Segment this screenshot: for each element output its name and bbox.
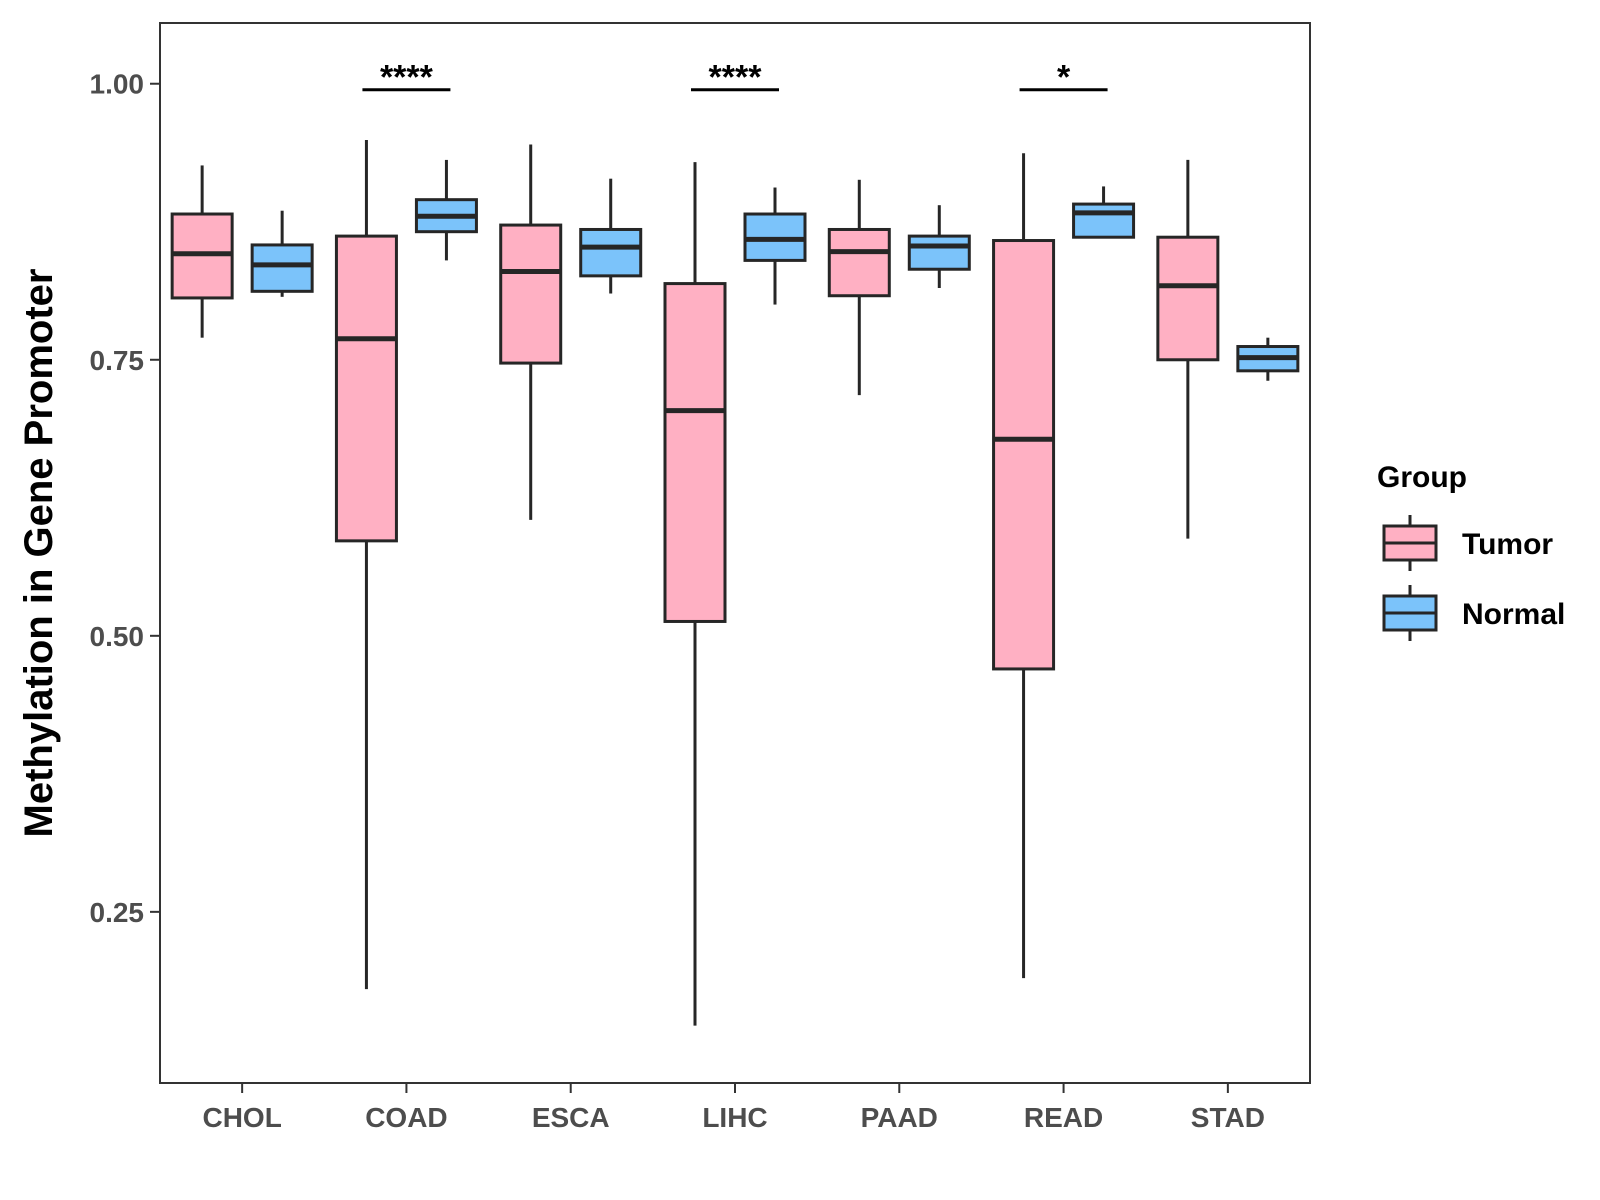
legend-item-tumor: Tumor [1382, 515, 1553, 571]
box-tumor-read [992, 153, 1056, 979]
significance-coad: **** [362, 59, 451, 97]
box-body [1156, 235, 1220, 362]
box-body [907, 234, 971, 271]
legend-item-normal: Normal [1382, 585, 1565, 641]
y-axis-title: Methylation in Gene Promoter [17, 269, 61, 838]
box-tumor-coad [334, 140, 398, 990]
box-normal-coad [414, 159, 478, 261]
box-body [334, 234, 398, 543]
x-tick-label-chol: CHOL [202, 1102, 281, 1133]
box-body [250, 243, 314, 293]
box-normal-stad [1236, 337, 1300, 381]
x-tick-label-lihc: LIHC [702, 1102, 767, 1133]
box-body [499, 223, 563, 365]
y-tick-label: 1.00 [90, 69, 145, 100]
x-tick-label-stad: STAD [1191, 1102, 1265, 1133]
x-tick-label-read: READ [1024, 1102, 1103, 1133]
significance-label: * [1057, 59, 1071, 97]
x-axis: CHOL COAD ESCA LIHC PAAD READ STAD [202, 1083, 1265, 1133]
box-tumor-esca [499, 144, 563, 520]
box-body [992, 239, 1056, 671]
boxes-layer [170, 140, 1300, 1026]
box-tumor-lihc [663, 162, 727, 1026]
y-tick-label: 0.50 [90, 621, 145, 652]
box-normal-paad [907, 205, 971, 288]
significance-label: **** [709, 59, 763, 97]
box-body [827, 227, 891, 298]
legend-label: Normal [1462, 598, 1565, 631]
box-normal-esca [579, 178, 643, 294]
x-tick-label-esca: ESCA [532, 1102, 610, 1133]
box-tumor-stad [1156, 159, 1220, 539]
x-tick-label-coad: COAD [365, 1102, 447, 1133]
legend-title: Group [1377, 461, 1467, 494]
significance-read: * [1019, 59, 1108, 97]
y-tick-label: 0.25 [90, 897, 145, 928]
box-normal-lihc [743, 187, 807, 305]
plot-panel [159, 22, 1311, 1084]
box-tumor-paad [827, 179, 891, 396]
significance-label: **** [380, 59, 434, 97]
box-normal-chol [250, 210, 314, 297]
box-body [1072, 202, 1136, 239]
box-normal-read [1072, 186, 1136, 239]
legend: Group Tumor Normal [1377, 461, 1565, 641]
y-tick-label: 0.75 [90, 345, 145, 376]
significance-lihc: **** [691, 59, 779, 97]
box-body [579, 227, 643, 278]
box-body [663, 282, 727, 623]
box-tumor-chol [170, 165, 234, 338]
x-tick-label-paad: PAAD [861, 1102, 938, 1133]
legend-label: Tumor [1462, 528, 1553, 561]
significance-layer: **** **** * [362, 59, 1108, 97]
y-axis: 0.25 0.50 0.75 1.00 [90, 69, 160, 928]
